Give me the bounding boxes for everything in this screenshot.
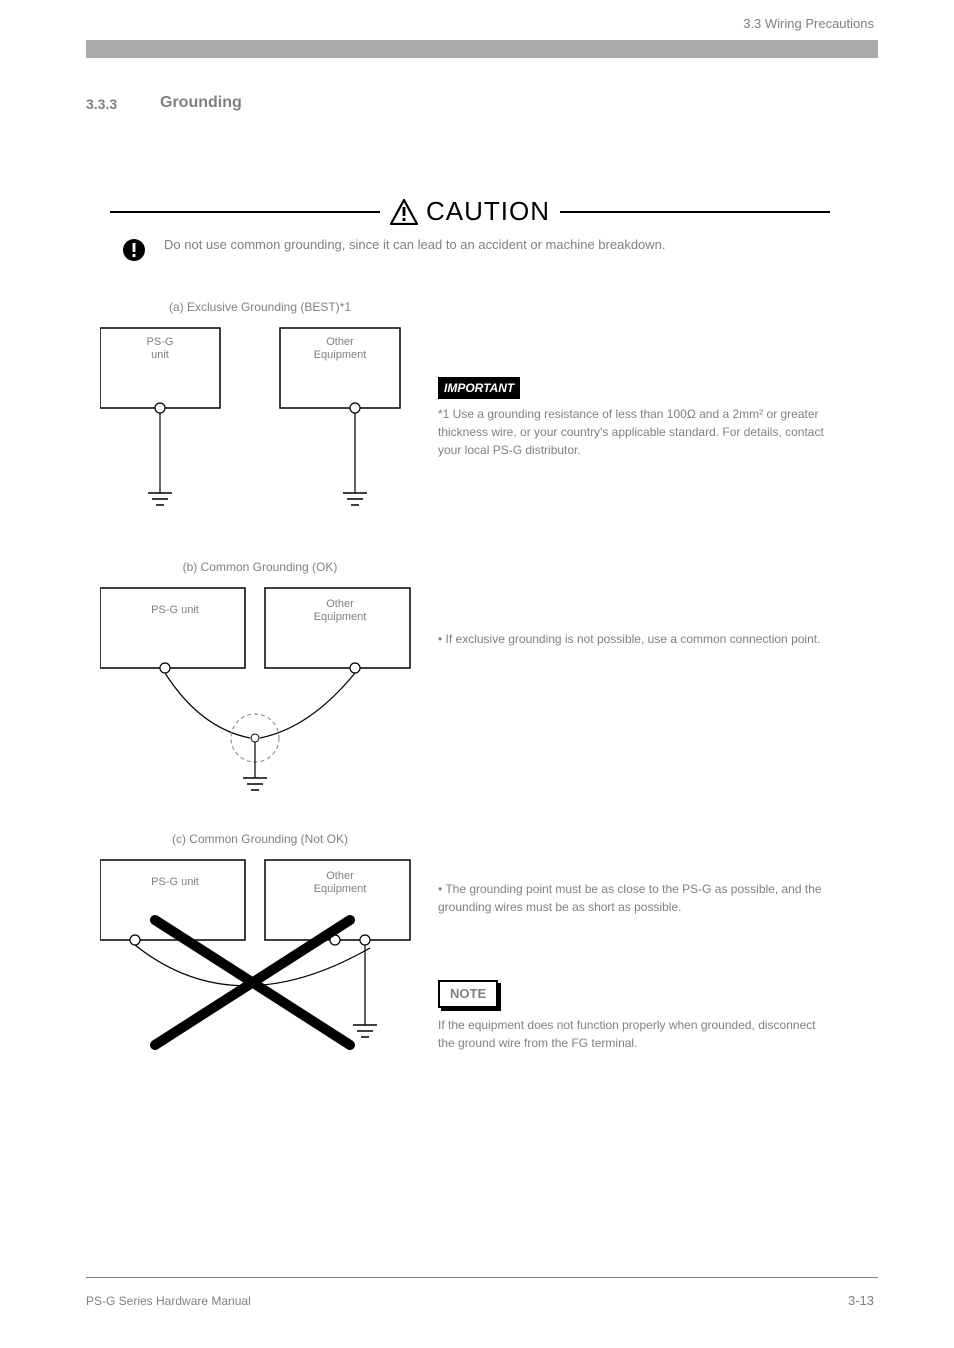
figure-c-label: (c) Common Grounding (Not OK) xyxy=(100,832,420,846)
section-number: 3.3.3 xyxy=(86,96,117,112)
caution-rule-right xyxy=(560,211,830,213)
warning-triangle-icon xyxy=(390,199,418,225)
figure-a-label: (a) Exclusive Grounding (BEST)*1 xyxy=(100,300,420,314)
figure-c: (c) Common Grounding (Not OK) PS-G unit … xyxy=(100,832,420,1075)
caution-label: CAUTION xyxy=(426,196,550,227)
running-head: 3.3 Wiring Precautions xyxy=(743,16,874,31)
figure-b-box2-label: OtherEquipment xyxy=(295,598,385,624)
figure-a-box2-label: OtherEquipment xyxy=(300,336,380,362)
figure-c-box2-label: OtherEquipment xyxy=(295,870,385,896)
figure-a-box1-label: PS-Gunit xyxy=(128,336,192,362)
caution-body: Do not use common grounding, since it ca… xyxy=(164,236,824,255)
note-block: NOTE If the equipment does not function … xyxy=(438,980,828,1052)
note-text: If the equipment does not function prope… xyxy=(438,1016,828,1052)
header-bar xyxy=(86,40,878,58)
figure-b: (b) Common Grounding (OK) PS-G unit Othe… xyxy=(100,560,420,813)
important-text: *1 Use a grounding resistance of less th… xyxy=(438,405,828,459)
footer-rule xyxy=(86,1277,878,1278)
footer-left: PS-G Series Hardware Manual xyxy=(86,1294,251,1308)
figure-b-box1-label: PS-G unit xyxy=(130,604,220,617)
important-note: IMPORTANT *1 Use a grounding resistance … xyxy=(438,377,828,459)
figure-c-box1-label: PS-G unit xyxy=(130,876,220,889)
figure-a: (a) Exclusive Grounding (BEST)*1 PS-Guni… xyxy=(100,300,420,533)
note-badge: NOTE xyxy=(438,980,498,1008)
exclamation-circle-icon xyxy=(122,238,146,267)
figure-c-note: • The grounding point must be as close t… xyxy=(438,880,828,916)
figure-b-note: • If exclusive grounding is not possible… xyxy=(438,630,828,648)
important-badge: IMPORTANT xyxy=(438,377,520,399)
page-number: 3-13 xyxy=(848,1293,874,1308)
caution-banner: CAUTION xyxy=(110,196,830,227)
section-title: Grounding xyxy=(160,94,242,112)
figure-b-label: (b) Common Grounding (OK) xyxy=(100,560,420,574)
caution-rule-left xyxy=(110,211,380,213)
